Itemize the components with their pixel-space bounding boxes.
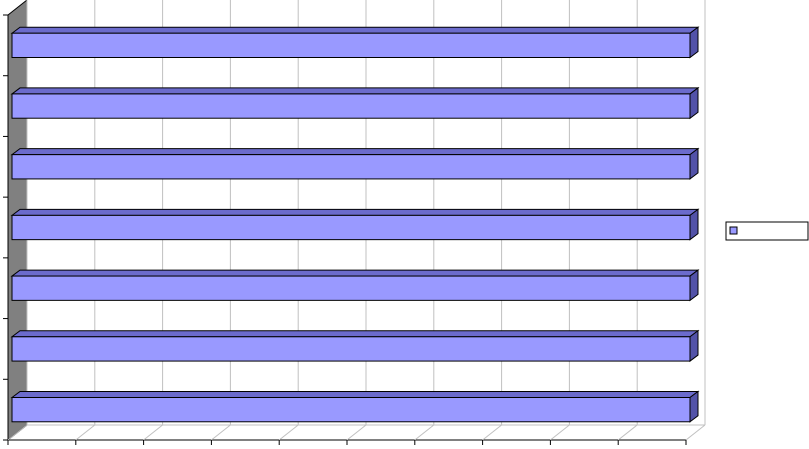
- floor-grid-line: [278, 424, 299, 441]
- bar-top: [10, 26, 700, 34]
- bar: [11, 154, 691, 180]
- bar-end: [689, 208, 699, 241]
- bar: [11, 214, 691, 241]
- bar: [11, 336, 691, 362]
- legend-swatch: [729, 226, 738, 235]
- bar: [11, 93, 691, 119]
- bar-end: [689, 329, 699, 363]
- bar-end: [689, 86, 699, 120]
- bar-top: [10, 269, 700, 277]
- floor-grid-line: [685, 424, 706, 441]
- floor-grid-line: [143, 424, 163, 441]
- bar: [11, 275, 691, 301]
- floor-grid-line: [550, 424, 570, 441]
- bar-end: [689, 147, 699, 180]
- bar-end: [689, 390, 699, 423]
- floor-grid-line: [346, 424, 367, 441]
- legend: [725, 221, 809, 241]
- floor-grid-line: [7, 424, 28, 441]
- bar: [11, 32, 691, 59]
- bar-top: [10, 87, 700, 95]
- floor-grid-line: [617, 424, 638, 441]
- bar-top: [10, 391, 700, 398]
- bar-end: [689, 269, 699, 302]
- floor-grid-line: [482, 424, 502, 441]
- bar-top: [10, 208, 700, 216]
- bar: [11, 397, 691, 423]
- floor-grid-line: [75, 424, 96, 441]
- bar-top: [10, 330, 700, 338]
- bar-top: [10, 148, 700, 156]
- bar-end: [689, 26, 699, 59]
- floor-grid-line: [414, 424, 435, 441]
- floor-grid-line: [211, 424, 231, 441]
